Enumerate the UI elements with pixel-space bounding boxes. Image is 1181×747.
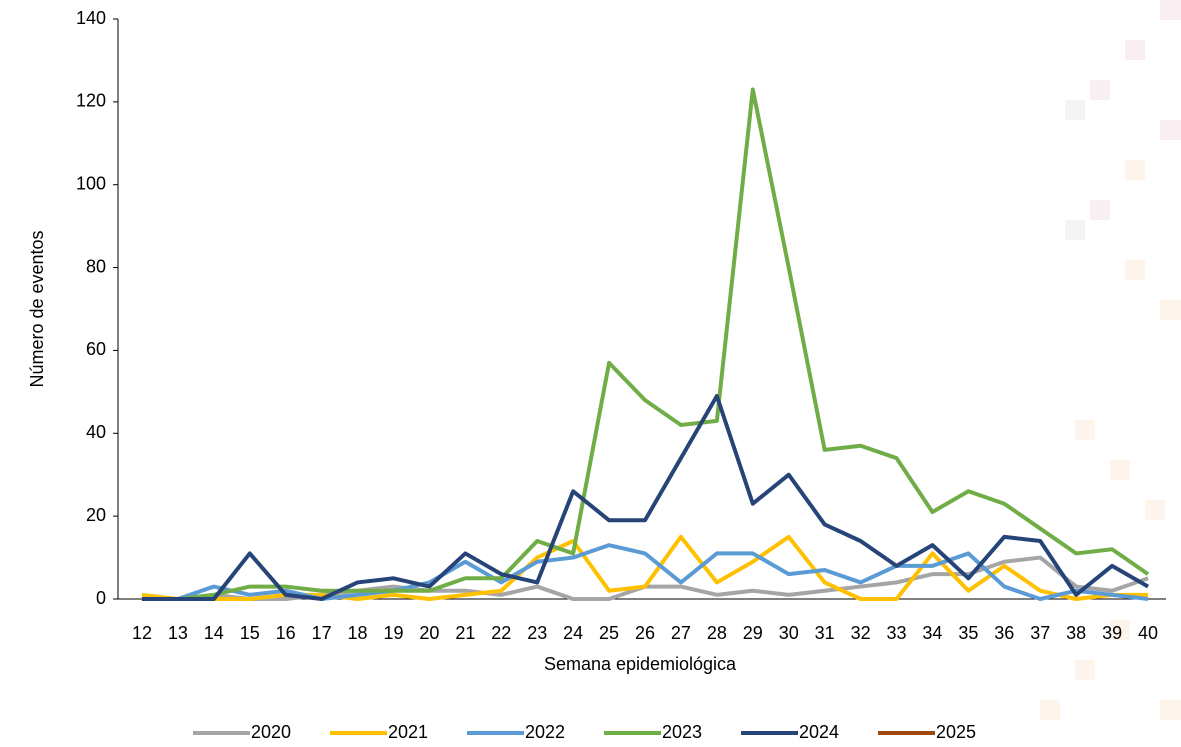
x-tick-label: 28: [707, 623, 727, 643]
legend-label: 2020: [251, 722, 291, 742]
x-tick-label: 13: [168, 623, 188, 643]
y-tick-label: 140: [76, 8, 106, 28]
x-tick-label: 26: [635, 623, 655, 643]
legend-label: 2025: [936, 722, 976, 742]
y-tick-label: 80: [86, 256, 106, 276]
x-tick-label: 14: [204, 623, 224, 643]
background-pattern: [1040, 0, 1181, 720]
y-tick-label: 20: [86, 505, 106, 525]
x-tick-label: 29: [743, 623, 763, 643]
legend-label: 2022: [525, 722, 565, 742]
x-tick-label: 33: [887, 623, 907, 643]
x-tick-label: 36: [994, 623, 1014, 643]
x-tick-label: 34: [922, 623, 942, 643]
x-tick-label: 40: [1138, 623, 1158, 643]
legend-label: 2023: [662, 722, 702, 742]
chart: Semana epidemiológica Número de eventos …: [0, 0, 1181, 747]
x-axis-label: Semana epidemiológica: [544, 654, 737, 674]
y-tick-label: 100: [76, 173, 106, 193]
x-tick-label: 27: [671, 623, 691, 643]
x-tick-label: 37: [1030, 623, 1050, 643]
x-tick-label: 38: [1066, 623, 1086, 643]
x-tick-label: 18: [348, 623, 368, 643]
y-axis-label: Número de eventos: [27, 230, 47, 387]
x-tick-label: 22: [491, 623, 511, 643]
y-tick-label: 0: [96, 588, 106, 608]
x-tick-label: 21: [455, 623, 475, 643]
y-tick-label: 60: [86, 339, 106, 359]
x-tick-label: 20: [419, 623, 439, 643]
y-tick-label: 40: [86, 422, 106, 442]
x-tick-label: 15: [240, 623, 260, 643]
x-tick-label: 16: [276, 623, 296, 643]
legend-label: 2024: [799, 722, 839, 742]
x-tick-label: 17: [312, 623, 332, 643]
y-tick-label: 120: [76, 91, 106, 111]
x-tick-label: 30: [779, 623, 799, 643]
legend-label: 2021: [388, 722, 428, 742]
x-tick-label: 24: [563, 623, 583, 643]
x-tick-label: 35: [958, 623, 978, 643]
x-tick-label: 12: [132, 623, 152, 643]
x-tick-label: 23: [527, 623, 547, 643]
x-tick-label: 25: [599, 623, 619, 643]
series-line: [142, 89, 1148, 599]
x-tick-label: 32: [851, 623, 871, 643]
x-tick-label: 39: [1102, 623, 1122, 643]
x-tick-label: 31: [815, 623, 835, 643]
x-tick-label: 19: [383, 623, 403, 643]
